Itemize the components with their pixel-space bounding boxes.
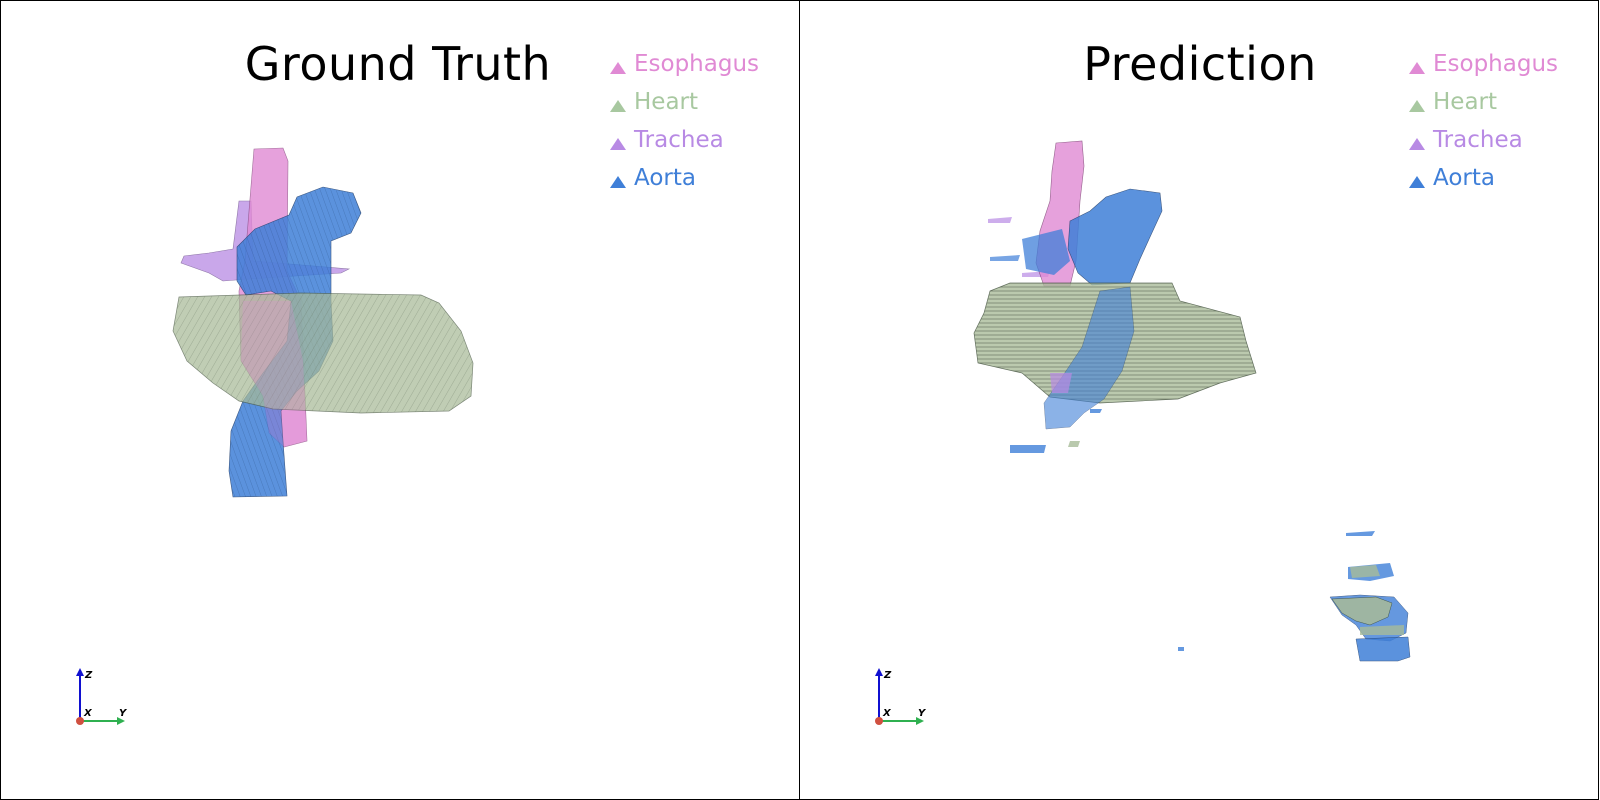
triangle-marker-icon bbox=[1409, 100, 1425, 112]
legend-item-aorta: Aorta bbox=[1409, 159, 1558, 197]
legend-item-heart: Heart bbox=[1409, 83, 1558, 121]
legend: Esophagus Heart Trachea Aorta bbox=[610, 45, 759, 197]
axis-label-z: Z bbox=[883, 670, 892, 681]
legend-item-aorta: Aorta bbox=[610, 159, 759, 197]
orientation-axes-widget: Z X Y bbox=[870, 666, 940, 726]
legend-label: Aorta bbox=[1433, 165, 1495, 191]
panel-title: Ground Truth bbox=[198, 37, 598, 91]
legend: Esophagus Heart Trachea Aorta bbox=[1409, 45, 1558, 197]
triangle-marker-icon bbox=[1409, 176, 1425, 188]
triangle-marker-icon bbox=[1409, 138, 1425, 150]
legend-item-esophagus: Esophagus bbox=[1409, 45, 1558, 83]
triangle-marker-icon bbox=[610, 138, 626, 150]
legend-item-trachea: Trachea bbox=[610, 121, 759, 159]
legend-label: Esophagus bbox=[634, 51, 759, 77]
triangle-marker-icon bbox=[610, 100, 626, 112]
triangle-marker-icon bbox=[610, 176, 626, 188]
legend-label: Trachea bbox=[1433, 127, 1523, 153]
legend-label: Trachea bbox=[634, 127, 724, 153]
legend-label: Esophagus bbox=[1433, 51, 1558, 77]
axis-label-x: X bbox=[882, 708, 892, 719]
legend-label: Heart bbox=[634, 89, 698, 115]
ground-truth-viewport[interactable]: Ground Truth Esophagus Heart Trachea Aor… bbox=[0, 0, 800, 800]
orientation-axes-widget: Z X Y bbox=[71, 666, 141, 726]
axis-label-y: Y bbox=[918, 708, 927, 719]
axis-label-y: Y bbox=[119, 708, 128, 719]
legend-label: Heart bbox=[1433, 89, 1497, 115]
axis-label-x: X bbox=[83, 708, 93, 719]
triangle-marker-icon bbox=[1409, 62, 1425, 74]
triangle-marker-icon bbox=[610, 62, 626, 74]
legend-item-heart: Heart bbox=[610, 83, 759, 121]
prediction-viewport[interactable]: Prediction Esophagus Heart Trachea Aorta… bbox=[799, 0, 1599, 800]
trachea-mesh bbox=[988, 217, 1012, 223]
legend-item-esophagus: Esophagus bbox=[610, 45, 759, 83]
legend-item-trachea: Trachea bbox=[1409, 121, 1558, 159]
panel-title: Prediction bbox=[1000, 37, 1400, 91]
legend-label: Aorta bbox=[634, 165, 696, 191]
axis-label-z: Z bbox=[84, 670, 93, 681]
aorta-mesh bbox=[1068, 189, 1162, 285]
